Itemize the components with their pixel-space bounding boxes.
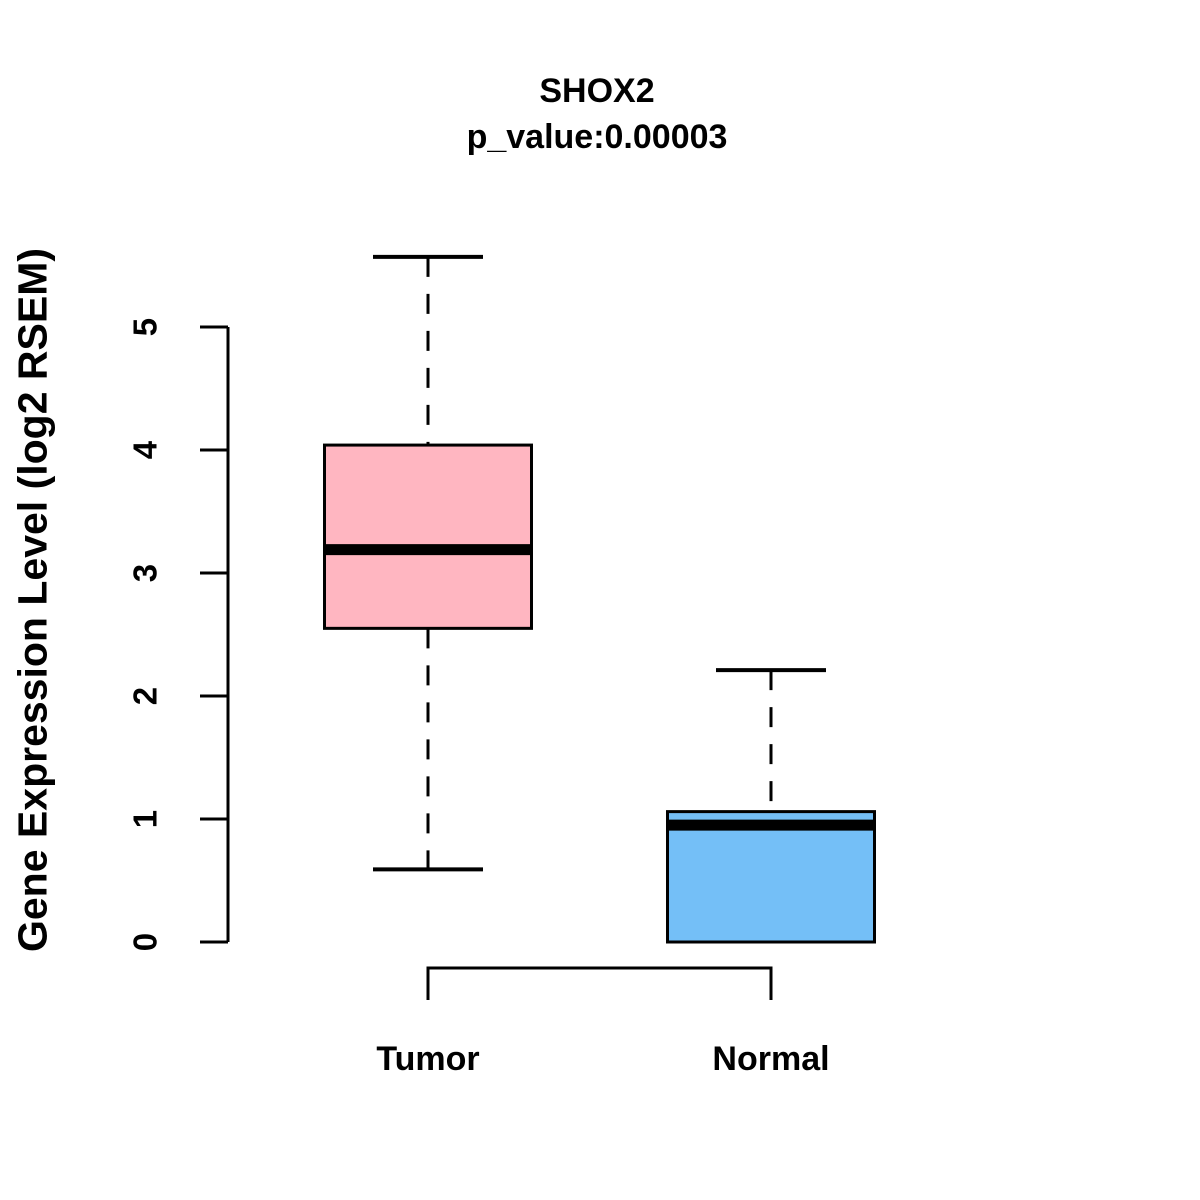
y-tick-label: 4: [127, 440, 164, 459]
category-label-normal: Normal: [712, 1040, 829, 1078]
y-tick-label: 1: [127, 810, 164, 828]
y-tick-label: 0: [127, 933, 164, 951]
y-tick-label: 3: [127, 564, 164, 582]
chart-title: SHOX2: [539, 72, 655, 110]
y-tick-label: 2: [127, 687, 164, 705]
y-tick-label: 5: [127, 318, 164, 336]
box-tumor: [323, 443, 533, 630]
x-axis-bracket: [426, 966, 773, 1000]
chart-subtitle: p_value:0.00003: [466, 118, 728, 156]
category-label-tumor: Tumor: [376, 1040, 479, 1078]
box-normal: [666, 810, 876, 944]
